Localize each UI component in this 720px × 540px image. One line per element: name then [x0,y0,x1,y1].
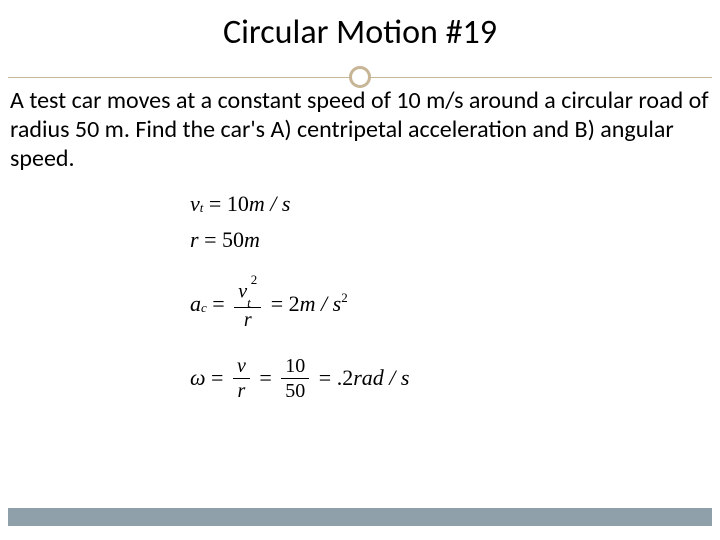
ac-num-sym: v [238,281,247,303]
ac-num-sub: t [247,295,251,310]
divider-circle-icon [349,66,371,88]
equation-omega: ω = v r = 10 50 = .2 rad / s [190,353,720,403]
omega-value: .2 [337,365,354,391]
slide: Circular Motion #19 A test car moves at … [0,0,720,540]
equation-ac: ac = vt2 r = 2 m / s2 [190,279,720,329]
vt-value: 10 [227,191,249,217]
r-symbol: r [190,227,199,253]
vt-subscript: t [200,200,204,216]
slide-title: Circular Motion #19 [0,0,720,63]
equation-vt: vt = 10 m / s [190,189,720,219]
ac-value: 2 [289,291,300,317]
equals: = [199,227,222,253]
footer-accent-bar [8,508,712,526]
ac-fraction: vt2 r [234,279,261,330]
omega-frac2: 10 50 [281,356,309,401]
equals: = [313,365,336,391]
ac-symbol: a [190,291,201,317]
equals: = [265,291,288,317]
equals: = [203,191,226,217]
ac-unit-sup: 2 [341,290,348,306]
ac-numerator: vt2 [234,279,261,308]
equation-r: r = 50 m [190,225,720,255]
ac-subscript: c [201,300,207,316]
vt-unit: m / s [249,191,291,217]
problem-text: A test car moves at a constant speed of … [0,87,720,183]
vt-symbol: v [190,191,200,217]
equals: = [207,291,230,317]
r-value: 50 [222,227,244,253]
equals: = [254,365,277,391]
omega-symbol: ω [190,365,206,391]
equals: = [206,365,229,391]
equations-block: vt = 10 m / s r = 50 m ac = vt2 r = 2 m … [0,183,720,403]
omega-num1: v [233,356,250,379]
ac-num-sup: 2 [251,272,258,287]
ac-unit-m: m / s [300,291,342,317]
title-divider [0,63,720,91]
omega-unit: rad / s [353,365,409,391]
omega-num2: 10 [281,356,309,379]
omega-den1: r [234,379,250,401]
omega-frac1: v r [233,356,250,401]
r-unit: m [244,227,260,253]
omega-den2: 50 [281,379,309,401]
ac-denominator: r [240,308,256,330]
